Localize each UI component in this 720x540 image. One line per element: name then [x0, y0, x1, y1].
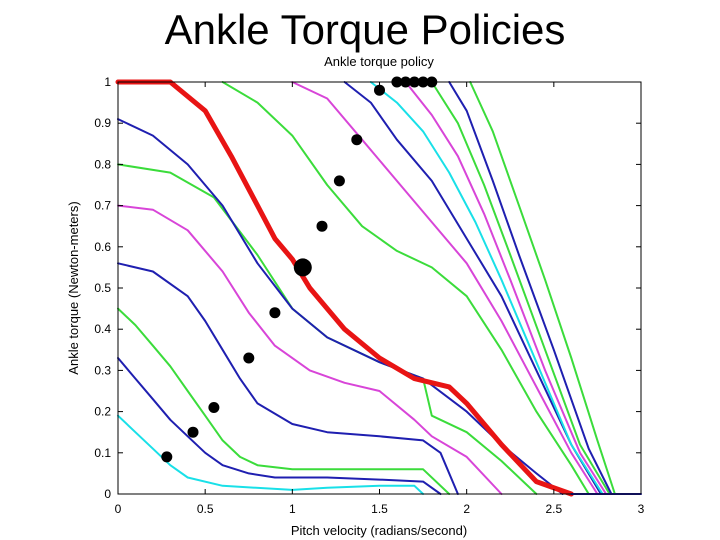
series-line-13 — [404, 81, 608, 495]
chart-title: Ankle torque policy — [324, 54, 434, 69]
y-tick-label: 0.1 — [94, 446, 111, 460]
series-line-11 — [343, 81, 602, 495]
y-tick-label: 0.9 — [94, 116, 111, 130]
y-tick-label: 0 — [104, 487, 111, 501]
series-line-12 — [369, 81, 604, 495]
data-marker-9 — [351, 134, 363, 146]
series-line-10 — [291, 81, 599, 495]
series-line-9 — [221, 81, 590, 495]
data-marker-2 — [187, 426, 199, 438]
x-tick-label: 0 — [115, 502, 122, 516]
y-tick-label: 0.4 — [94, 322, 111, 336]
x-tick-label: 3 — [638, 502, 645, 516]
y-tick-label: 0.7 — [94, 199, 111, 213]
series-line-14 — [430, 81, 611, 495]
data-marker-6 — [293, 258, 312, 277]
series-line-8 — [115, 79, 574, 497]
data-marker-4 — [243, 352, 255, 364]
y-tick-label: 0.3 — [94, 363, 111, 377]
data-marker-10 — [374, 84, 385, 96]
slide-title: Ankle Torque Policies — [164, 6, 566, 53]
series-line-16 — [469, 81, 616, 495]
y-tick-label: 0.8 — [94, 157, 111, 171]
series-line-15 — [448, 81, 613, 495]
series-line-1 — [117, 414, 425, 495]
series-line-2 — [117, 357, 442, 495]
y-tick-label: 0.6 — [94, 240, 111, 254]
data-marker-8 — [333, 175, 345, 187]
y-axis-title: Ankle torque (Newton-meters) — [66, 201, 81, 374]
y-tick-label: 0.2 — [94, 405, 111, 419]
x-tick-label: 2 — [463, 502, 470, 516]
tick-layer: 0 0.5 1 1.5 2 2.5 3 0 0.1 0.2 0.3 0.4 0.5 0.6 0.7 0.8 0.… — [94, 75, 644, 516]
x-tick-label: 1 — [289, 502, 296, 516]
x-tick-label: 1.5 — [371, 502, 388, 516]
y-tick-label: 1 — [104, 75, 111, 89]
series-line-3 — [117, 307, 451, 495]
data-marker-3 — [208, 402, 220, 413]
x-axis-title: Pitch velocity (radians/second) — [291, 523, 467, 538]
series-line-4 — [117, 262, 459, 495]
y-tick-label: 0.5 — [94, 281, 111, 295]
x-tick-label: 0.5 — [197, 502, 214, 516]
data-marker-7 — [316, 220, 328, 232]
x-tick-label: 2.5 — [545, 502, 562, 516]
series-line-5 — [117, 204, 503, 495]
plot-area — [118, 82, 641, 494]
data-marker-1 — [161, 451, 173, 463]
data-marker-5 — [269, 307, 281, 319]
